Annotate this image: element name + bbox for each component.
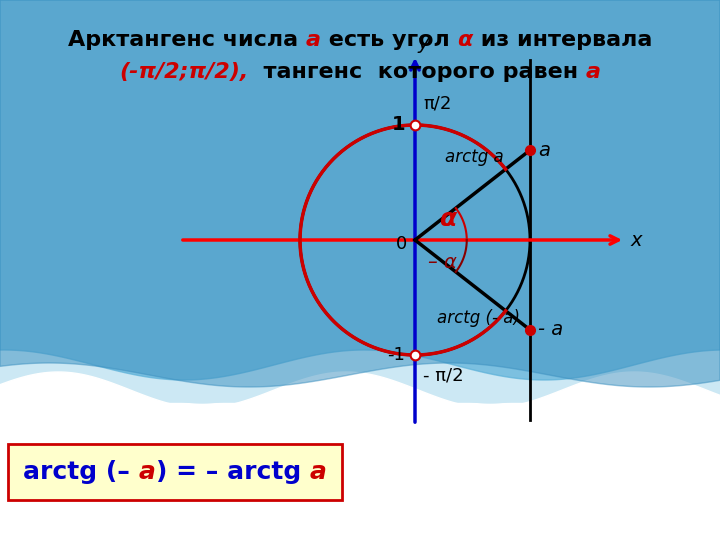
- Text: ) = – arctg: ) = – arctg: [156, 460, 310, 484]
- Text: из интервала: из интервала: [472, 30, 652, 50]
- Text: arctg (–: arctg (–: [23, 460, 139, 484]
- Text: (-π/2;π/2),: (-π/2;π/2),: [119, 62, 248, 82]
- Text: - a: - a: [538, 320, 563, 339]
- Text: y: y: [418, 34, 428, 53]
- Text: есть угол: есть угол: [321, 30, 457, 50]
- Text: 0: 0: [396, 235, 407, 253]
- Text: тангенс  которого равен: тангенс которого равен: [248, 62, 586, 82]
- Text: arctg (- a): arctg (- a): [437, 309, 520, 327]
- Text: - π/2: - π/2: [423, 367, 464, 385]
- Text: a: a: [139, 460, 156, 484]
- Text: Арктангенс числа: Арктангенс числа: [68, 30, 306, 50]
- Text: α: α: [457, 30, 472, 50]
- Text: a: a: [306, 30, 321, 50]
- Text: a: a: [310, 460, 327, 484]
- Text: α: α: [438, 207, 456, 231]
- Text: a: a: [538, 140, 550, 160]
- Text: 1: 1: [392, 116, 405, 134]
- FancyBboxPatch shape: [8, 444, 342, 500]
- Text: π/2: π/2: [423, 95, 451, 113]
- Text: a: a: [586, 62, 601, 82]
- Text: -1: -1: [387, 346, 405, 364]
- Text: arctg a: arctg a: [445, 148, 504, 166]
- Text: – α: – α: [428, 253, 457, 273]
- Text: x: x: [630, 231, 642, 249]
